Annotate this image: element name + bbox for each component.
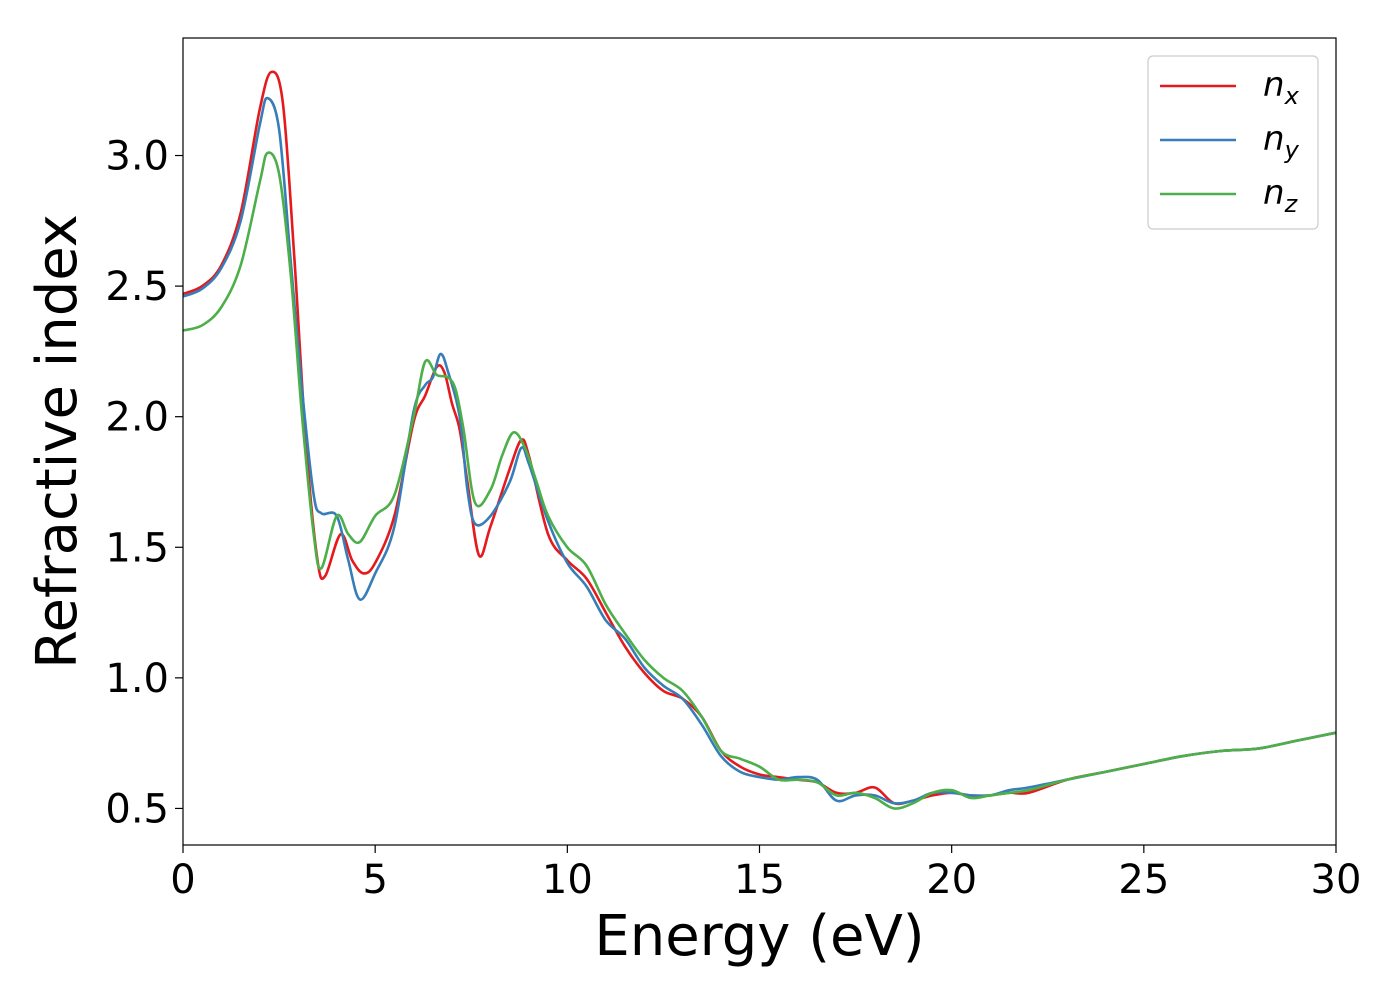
series-line-nz bbox=[182, 151, 1337, 810]
x-tick-label: 5 bbox=[362, 857, 387, 903]
y-tick-label: 1.0 bbox=[105, 656, 169, 702]
x-tick-label: 0 bbox=[170, 857, 195, 903]
x-axis-label: Energy (eV) bbox=[594, 904, 924, 969]
y-tick-label: 3.0 bbox=[105, 134, 169, 180]
x-tick-label: 25 bbox=[1118, 857, 1169, 903]
y-tick-label: 0.5 bbox=[105, 786, 169, 832]
y-tick-label: 2.5 bbox=[105, 264, 169, 310]
y-axis-label: Refractive index bbox=[25, 214, 90, 669]
x-tick-label: 20 bbox=[926, 857, 977, 903]
x-tick-label: 10 bbox=[542, 857, 593, 903]
legend-box bbox=[1147, 55, 1319, 230]
y-tick-label: 1.5 bbox=[105, 525, 169, 571]
x-tick-label: 15 bbox=[734, 857, 785, 903]
series-lines bbox=[182, 70, 1337, 810]
x-tick-label: 30 bbox=[1311, 857, 1362, 903]
y-tick-label: 2.0 bbox=[105, 395, 169, 441]
axis-ticks: 0 5 10 15 20 25 30 0.5 1.0 1.5 2.0 2.5 3.0 bbox=[105, 134, 1361, 903]
